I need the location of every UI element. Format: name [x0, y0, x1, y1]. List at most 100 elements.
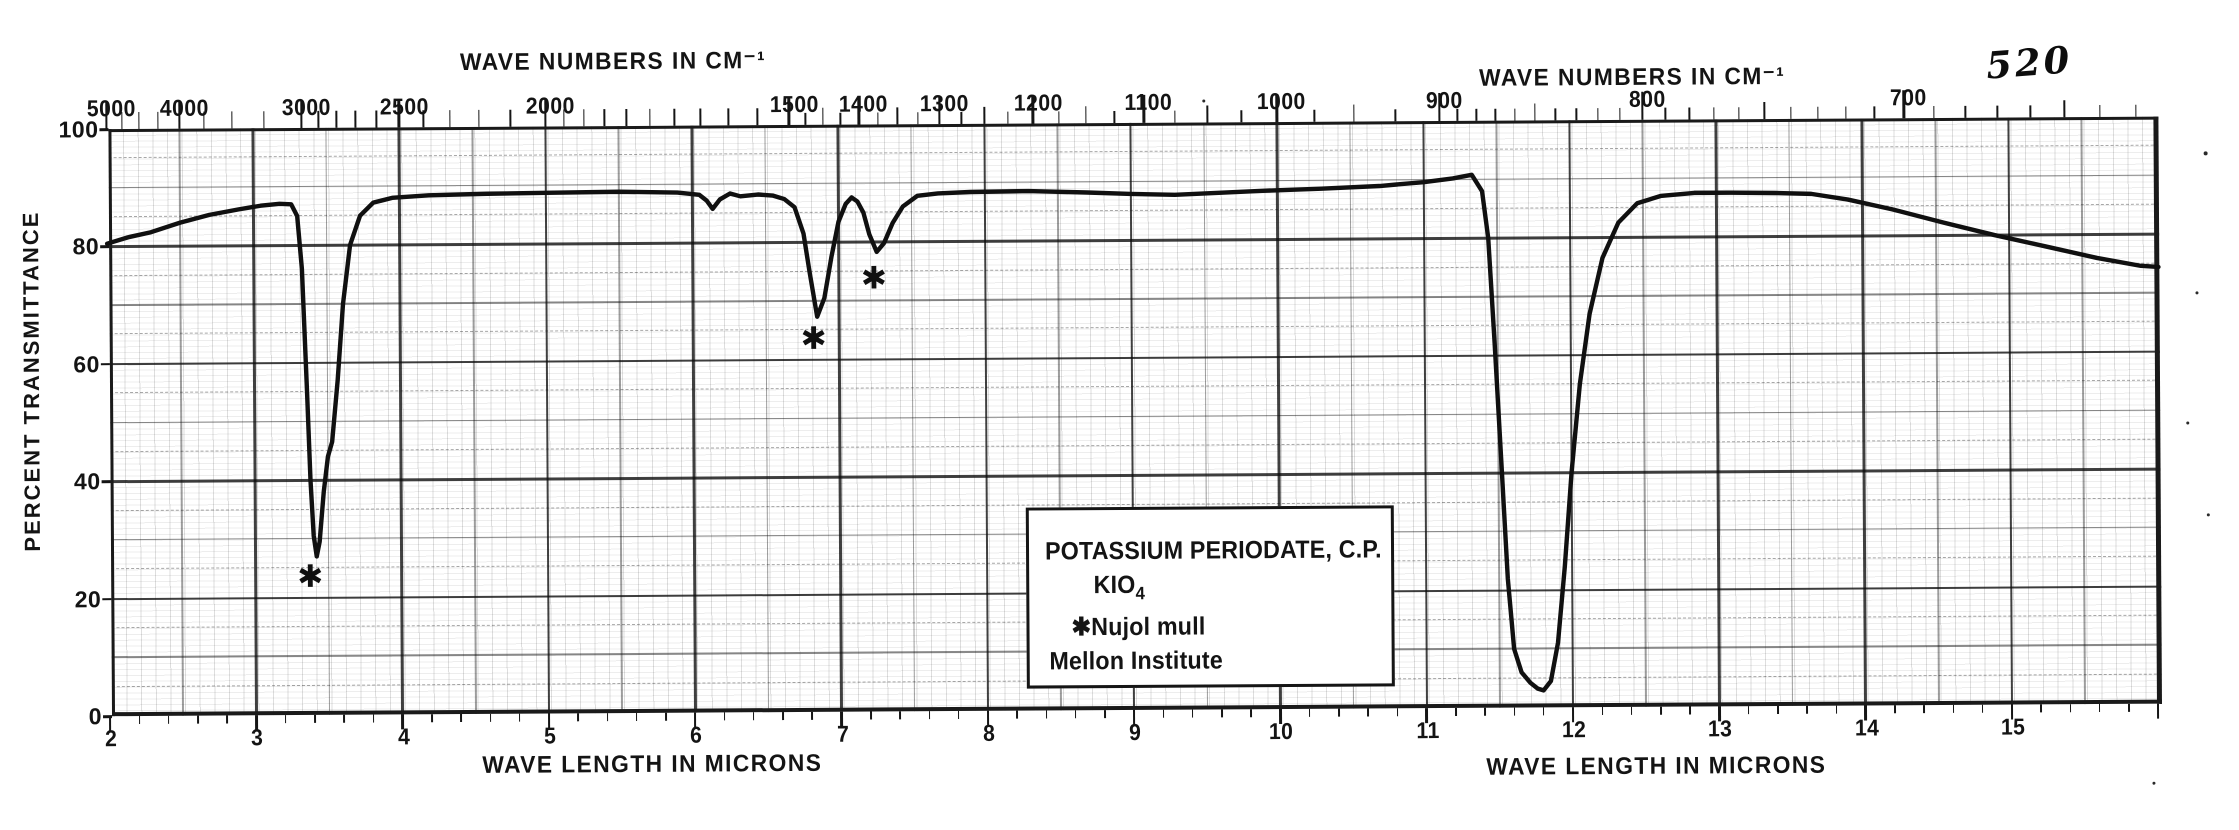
wavenumber-minor-tick-650	[2063, 100, 2066, 118]
micron-minor-tick	[1221, 709, 1223, 718]
wavenumber-minor-tick-710	[1873, 106, 1876, 119]
micron-minor-tick	[1660, 706, 1662, 715]
wavenumber-minor-tick-1900	[582, 109, 585, 127]
micron-minor-tick	[782, 712, 784, 721]
scan-speck	[2195, 291, 2199, 295]
wavenumber-minor-tick-870	[1494, 108, 1497, 121]
wavenumber-minor-tick-2400	[422, 110, 425, 128]
micron-label-8: 8	[982, 719, 996, 746]
wavenumber-minor-tick-2800	[335, 110, 338, 128]
wavenumber-minor-tick-2700	[354, 110, 357, 128]
wavenumber-minor-tick-1150	[1085, 106, 1087, 124]
micron-label-13: 13	[1708, 715, 1733, 742]
micron-minor-tick	[928, 711, 931, 720]
micron-minor-tick	[314, 714, 316, 723]
micron-minor-tick	[489, 713, 492, 722]
micron-minor-tick	[1308, 708, 1311, 717]
wavenumber-label-700: 700	[1890, 84, 1928, 111]
wavenumber-minor-tick-1325	[917, 112, 919, 125]
spectrum-curve	[104, 172, 2161, 693]
micron-minor-tick	[372, 714, 375, 723]
y-axis-title: PERCENT TRANSMITTANCE	[17, 210, 46, 552]
sample-formula: KIO4	[1093, 570, 1146, 604]
wavenumber-minor-tick-1650	[699, 108, 702, 126]
wavenumber-minor-tick-3250	[263, 111, 265, 129]
nujol-band-marker-2: ✱	[800, 321, 827, 358]
wavenumber-minor-tick-1475	[804, 112, 807, 125]
wavenumber-minor-tick-810	[1619, 107, 1621, 120]
wavenumber-minor-tick-720	[1844, 106, 1847, 119]
wavenumber-minor-tick-760	[1737, 107, 1740, 120]
wavenumber-minor-tick-750	[1763, 102, 1766, 120]
wavenumber-minor-tick-2600	[375, 110, 378, 128]
micron-minor-tick	[1601, 707, 1604, 716]
micron-minor-tick	[1513, 707, 1516, 716]
micron-label-5: 5	[543, 722, 557, 749]
wavenumber-minor-tick-4250	[157, 111, 159, 129]
wavenumber-minor-tick-840	[1554, 108, 1557, 121]
micron-minor-tick	[431, 714, 433, 723]
transmittance-label-20: 20	[74, 585, 102, 612]
handwritten-catalog-number: 520	[1984, 37, 2074, 88]
wavenumber-minor-tick-790	[1664, 107, 1667, 120]
micron-minor-tick	[1835, 705, 1838, 714]
wavenumber-minor-tick-1175	[1058, 111, 1060, 124]
wavenumber-minor-tick-850	[1534, 103, 1536, 121]
micron-minor-tick	[1747, 706, 1750, 715]
wavenumber-minor-tick-3500	[230, 111, 233, 129]
transmittance-label-100: 100	[58, 116, 99, 143]
transmittance-label-80: 80	[72, 233, 100, 260]
micron-minor-tick	[1162, 709, 1165, 718]
micron-minor-tick	[1396, 708, 1399, 717]
micron-tick-16	[2156, 703, 2160, 719]
wavenumber-label-1100: 1100	[1124, 88, 1173, 115]
wavenumber-minor-tick-1125	[1113, 111, 1116, 124]
wavenumber-label-4000: 4000	[159, 94, 209, 121]
micron-minor-tick	[1484, 707, 1487, 716]
wavenumber-minor-tick-1075	[1173, 110, 1176, 123]
micron-minor-tick	[1630, 706, 1633, 715]
transmittance-tick-80	[100, 245, 110, 249]
wavenumber-minor-tick-1375	[876, 112, 879, 125]
wavenumber-minor-tick-1225	[1007, 111, 1009, 124]
micron-minor-tick	[1952, 704, 1955, 713]
micron-label-4: 4	[397, 723, 410, 750]
micron-minor-tick	[1981, 704, 1984, 713]
wavenumber-minor-tick-660	[2029, 105, 2032, 118]
wavenumber-minor-tick-2100	[509, 109, 512, 127]
wavenumber-minor-tick-1700	[673, 108, 676, 126]
wavenumber-minor-tick-680	[1964, 105, 1967, 118]
micron-minor-tick	[1455, 707, 1457, 716]
nujol-star-icon: ✱	[1071, 613, 1092, 642]
wavenumber-minor-tick-4750	[120, 112, 123, 130]
micron-minor-tick	[1689, 706, 1691, 715]
nujol-band-marker-1: ✱	[297, 558, 324, 596]
transmittance-label-60: 60	[73, 351, 100, 378]
wavenumber-minor-tick-690	[1933, 106, 1935, 119]
micron-label-6: 6	[690, 721, 703, 748]
scan-speck	[2206, 513, 2210, 517]
wavenumber-minor-tick-1600	[727, 108, 729, 126]
top-axis-title-left: WAVE NUMBERS IN CM⁻¹	[459, 47, 767, 77]
micron-minor-tick	[1191, 709, 1194, 718]
micron-minor-tick	[2128, 703, 2130, 712]
micron-minor-tick	[899, 711, 901, 720]
wavenumber-minor-tick-770	[1712, 107, 1715, 120]
micron-minor-tick	[870, 711, 872, 720]
wavenumber-minor-tick-1425	[839, 112, 842, 125]
sample-name: POTASSIUM PERIODATE, C.P.	[1044, 535, 1382, 566]
wavenumber-minor-tick-1350	[896, 107, 899, 125]
mull-note: ✱Nujol mull	[1071, 612, 1206, 642]
wavenumber-label-1400: 1400	[839, 90, 889, 117]
micron-minor-tick	[167, 715, 170, 724]
wavenumber-minor-tick-780	[1688, 107, 1691, 120]
micron-label-12: 12	[1561, 716, 1587, 743]
wavenumber-minor-tick-1025	[1240, 110, 1242, 123]
wavenumber-minor-tick-1850	[603, 109, 606, 127]
wavenumber-label-1500: 1500	[769, 90, 819, 118]
wavenumber-minor-tick-925	[1394, 109, 1397, 122]
transmittance-tick-20	[102, 597, 112, 601]
micron-minor-tick	[1250, 709, 1252, 718]
